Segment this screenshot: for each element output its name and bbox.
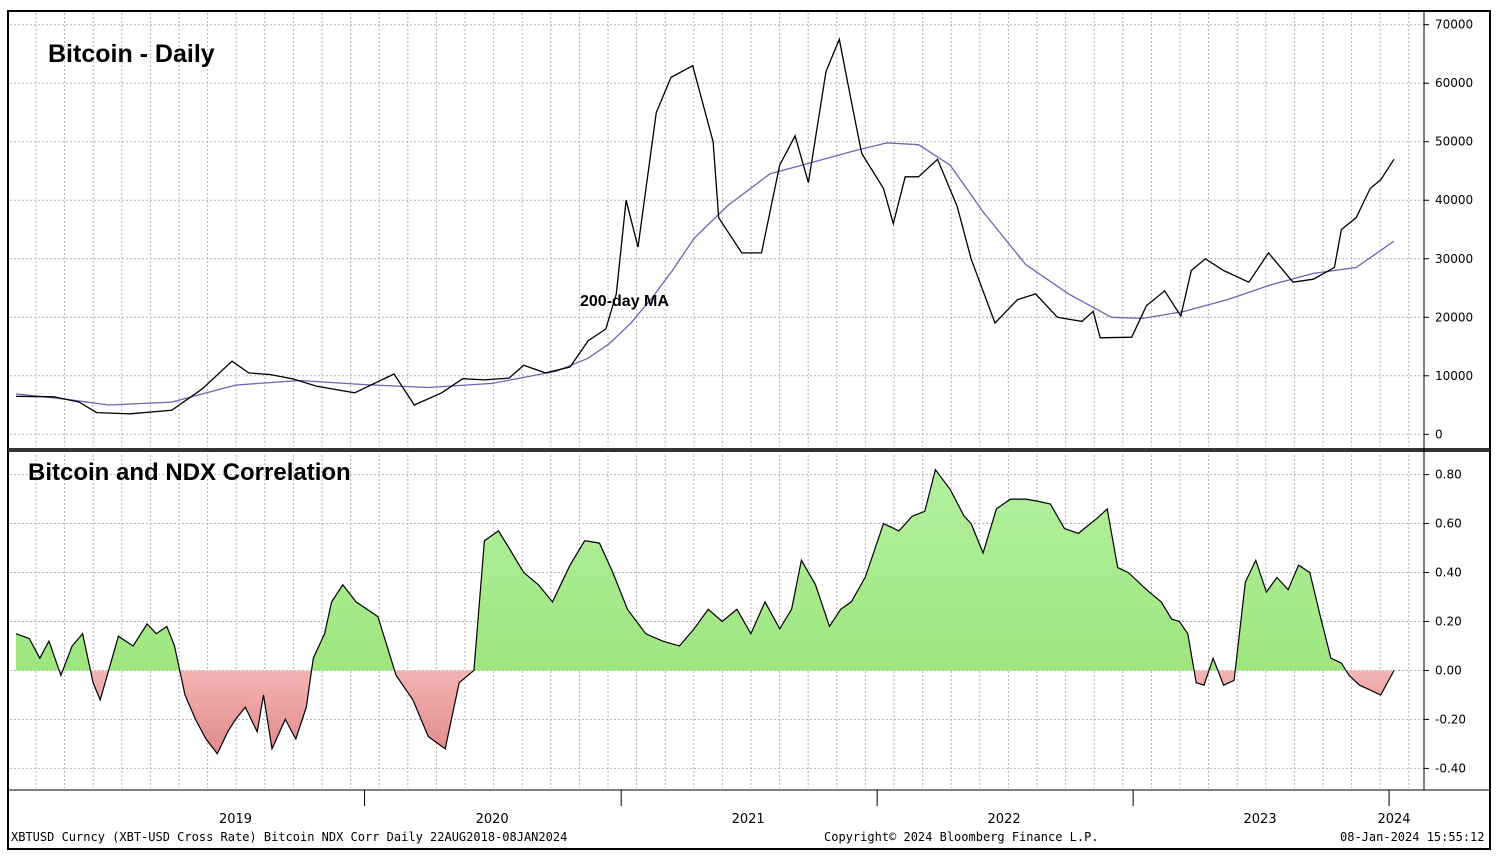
corr-y-tick-label: 0.40 bbox=[1435, 566, 1462, 580]
correlation-y-axis: -0.40 -0.20 0.00 0.20 0.40 0.60 0.80 bbox=[1424, 468, 1466, 775]
price-y-axis: 0 10000 20000 30000 40000 50000 60000 70000 bbox=[1424, 18, 1473, 441]
price-y-tick-label: 20000 bbox=[1435, 310, 1473, 324]
corr-y-tick-label: 0.60 bbox=[1435, 517, 1462, 531]
price-panel-title: Bitcoin - Daily bbox=[48, 40, 215, 68]
corr-y-tick-label: 0.00 bbox=[1435, 663, 1462, 677]
corr-y-tick-label: -0.20 bbox=[1435, 712, 1466, 726]
corr-y-tick-label: 0.80 bbox=[1435, 468, 1462, 482]
ma-200-day-line bbox=[15, 142, 1395, 406]
price-y-tick-label: 0 bbox=[1435, 427, 1443, 441]
x-axis: 2019 2020 2021 2022 2023 2024 bbox=[219, 790, 1411, 827]
correlation-fill bbox=[16, 469, 1394, 754]
panel-frames bbox=[7, 10, 1491, 850]
x-tick-label: 2021 bbox=[732, 812, 765, 827]
corr-y-tick-label: 0.20 bbox=[1435, 615, 1462, 629]
x-tick-label: 2020 bbox=[476, 812, 509, 827]
bitcoin-price-path bbox=[15, 37, 1395, 415]
x-tick-label: 2024 bbox=[1377, 812, 1410, 827]
price-y-tick-label: 30000 bbox=[1435, 252, 1473, 266]
corr-y-tick-label: -0.40 bbox=[1435, 761, 1466, 775]
price-y-tick-label: 50000 bbox=[1435, 135, 1473, 149]
price-y-tick-label: 10000 bbox=[1435, 369, 1473, 383]
bitcoin-price-line bbox=[15, 37, 1395, 415]
correlation-path bbox=[15, 468, 1395, 755]
ma-200-day-path bbox=[15, 142, 1395, 406]
price-y-tick-label: 70000 bbox=[1435, 18, 1473, 32]
positive-correlation-area bbox=[16, 469, 1394, 671]
footer-timestamp: 08-Jan-2024 15:55:12 bbox=[1340, 830, 1485, 844]
footer-copyright: Copyright© 2024 Bloomberg Finance L.P. bbox=[824, 830, 1099, 844]
x-tick-label: 2023 bbox=[1244, 812, 1277, 827]
ma-annotation: 200-day MA bbox=[580, 293, 669, 310]
negative-correlation-area bbox=[16, 670, 1394, 754]
correlation-panel-title: Bitcoin and NDX Correlation bbox=[28, 459, 351, 486]
footer-source: XBTUSD Curncy (XBT-USD Cross Rate) Bitco… bbox=[11, 830, 568, 844]
x-tick-label: 2022 bbox=[988, 812, 1021, 827]
price-y-tick-label: 40000 bbox=[1435, 193, 1473, 207]
price-y-tick-label: 60000 bbox=[1435, 76, 1473, 90]
x-tick-label: 2019 bbox=[219, 812, 252, 827]
correlation-line bbox=[15, 468, 1395, 755]
